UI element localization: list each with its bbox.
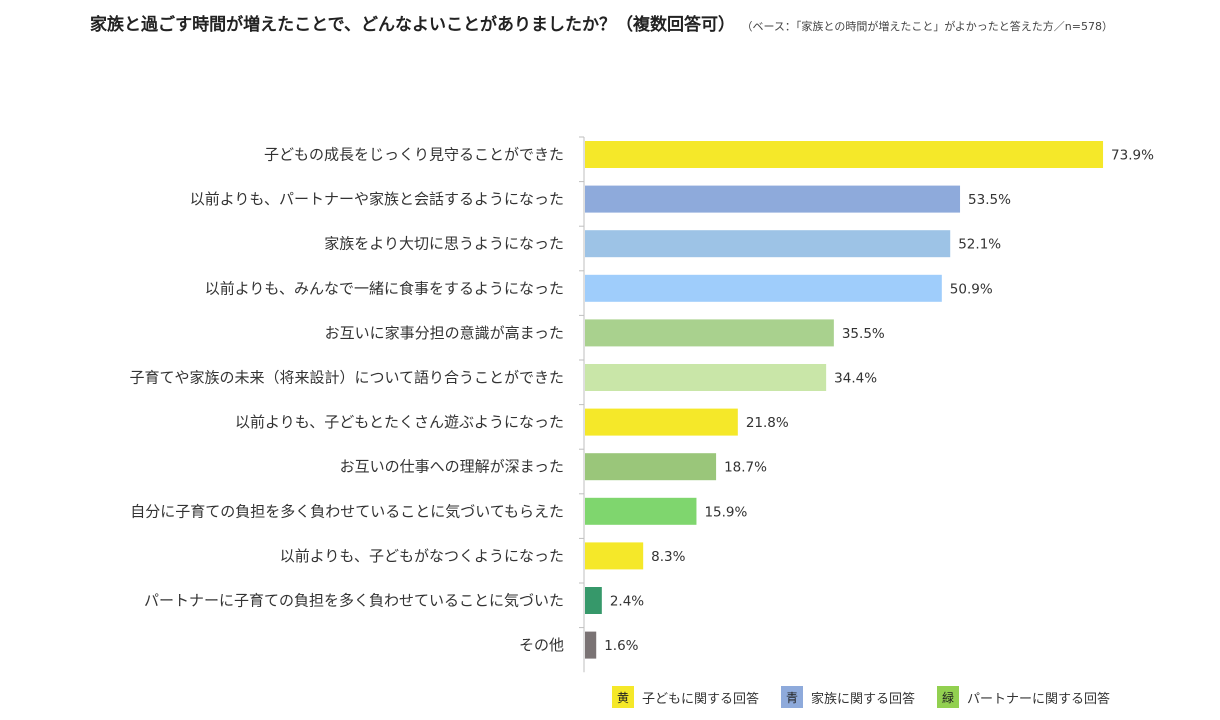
legend-swatch-blue: 青 <box>781 686 804 708</box>
data-label: 8.3% <box>651 549 685 565</box>
category-label: 子どもの成長をじっくり見守ることができた <box>264 146 564 164</box>
legend-swatch-green: 緑 <box>937 686 960 708</box>
chart-legend: 黄 子どもに関する回答 青 家族に関する回答 緑 パートナーに関する回答 <box>612 686 1110 708</box>
bar <box>585 141 1104 168</box>
category-label: 以前よりも、パートナーや家族と会話するようになった <box>190 190 564 208</box>
category-label: パートナーに子育ての負担を多く負わせていることに気づいた <box>144 592 564 610</box>
data-label: 53.5% <box>968 192 1011 208</box>
legend-item-children: 黄 子どもに関する回答 <box>612 686 759 708</box>
legend-label-children: 子どもに関する回答 <box>642 691 760 707</box>
category-label: 家族をより大切に思うようになった <box>324 235 564 253</box>
legend-item-family: 青 家族に関する回答 <box>781 686 915 708</box>
data-label: 34.4% <box>834 371 877 387</box>
data-label: 50.9% <box>950 281 993 297</box>
bar <box>585 274 942 302</box>
bar <box>585 631 597 659</box>
chart-subtitle: （ベース：「家族との時間が増えたこと」がよかったと答えた方／n=578） <box>746 20 1113 33</box>
data-label: 73.9% <box>1111 148 1154 164</box>
legend-label-family: 家族に関する回答 <box>811 691 916 707</box>
chart-header: 家族と過ごす時間が増えたことで、どんなよいことがありましたか？（複数回答可） （ベ… <box>90 10 1200 35</box>
category-label: お互いの仕事への理解が深まった <box>340 458 564 476</box>
category-label: その他 <box>519 636 564 654</box>
data-label: 52.1% <box>958 237 1001 253</box>
bar <box>585 185 961 213</box>
data-label: 35.5% <box>842 326 885 342</box>
category-label: 以前よりも、みんなで一緒に食事をするようになった <box>205 279 564 297</box>
category-label: 以前よりも、子どもとたくさん遊ぶようになった <box>235 413 564 431</box>
chart-title: 家族と過ごす時間が増えたことで、どんなよいことがありましたか？（複数回答可） <box>90 15 735 35</box>
bar <box>585 408 738 436</box>
category-label: 自分に子育ての負担を多く負わせていることに気づいてもらえた <box>130 502 564 520</box>
bar <box>585 319 834 347</box>
bar <box>585 230 951 258</box>
data-label: 15.9% <box>704 504 747 520</box>
category-label: 子育てや家族の未来（将来設計）について語り合うことができた <box>129 369 564 387</box>
bar-chart: 子どもの成長をじっくり見守ることができた 73.9% 以前よりも、パートナーや家族と… <box>129 136 1154 673</box>
bar <box>585 542 644 570</box>
legend-swatch-yellow: 黄 <box>612 686 634 708</box>
bar <box>585 453 717 481</box>
data-label: 1.6% <box>604 638 638 654</box>
bar <box>585 497 697 525</box>
data-label: 18.7% <box>724 460 767 476</box>
category-label: お互いに家事分担の意識が高まった <box>325 324 564 342</box>
legend-label-partner: パートナーに関する回答 <box>967 691 1111 707</box>
data-label: 2.4% <box>610 594 644 610</box>
legend-item-partner: 緑 パートナーに関する回答 <box>937 686 1110 708</box>
category-label: 以前よりも、子どもがなつくようになった <box>280 547 564 565</box>
bar <box>585 364 827 391</box>
data-label: 21.8% <box>746 415 789 431</box>
bar <box>585 587 602 614</box>
